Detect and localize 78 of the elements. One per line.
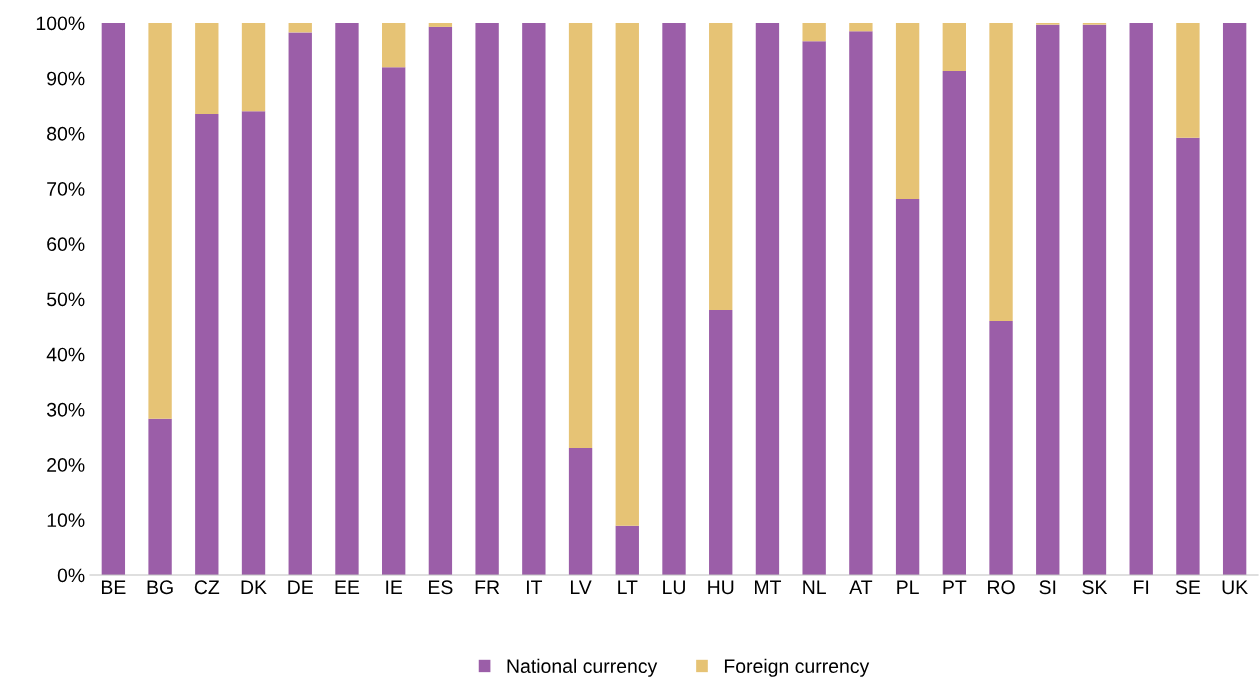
y-tick-label: 10% <box>47 513 85 528</box>
bar <box>148 23 172 419</box>
y-tick-label: 30% <box>46 402 85 417</box>
y-tick-label: 60% <box>47 237 85 252</box>
x-tick-label: SE <box>1175 580 1201 595</box>
bar <box>522 23 546 575</box>
bar <box>382 23 406 68</box>
bar <box>475 23 499 575</box>
y-tick-label: 70% <box>47 182 85 196</box>
x-tick-label: BG <box>147 580 173 595</box>
bar <box>709 310 733 575</box>
y-tick-label: 100% <box>36 16 85 31</box>
y-tick-label: 80% <box>47 126 85 141</box>
x-tick-label: MT <box>755 580 782 594</box>
bar <box>849 23 873 32</box>
x-tick-label: IE <box>386 580 403 594</box>
x-tick-label: FR <box>475 580 500 594</box>
bar <box>288 23 312 33</box>
x-tick-label: SK <box>1082 580 1108 595</box>
x-tick-label: DE <box>288 580 313 594</box>
bar <box>942 23 966 72</box>
bar <box>802 23 826 42</box>
x-tick-label: NL <box>803 580 826 594</box>
bar <box>1129 23 1153 575</box>
bar <box>148 418 172 575</box>
bar <box>1176 23 1200 138</box>
bar <box>101 23 126 575</box>
bar <box>895 199 920 575</box>
y-tick-label: 90% <box>47 71 85 86</box>
bar <box>755 23 780 575</box>
bar <box>195 23 219 115</box>
bar <box>195 114 219 575</box>
x-tick-label: RO <box>988 580 1015 595</box>
legend-label: Foreign currency <box>724 658 870 677</box>
bar <box>802 41 826 575</box>
x-tick-label: UK <box>1222 580 1248 595</box>
bar <box>568 23 593 449</box>
x-tick-label: AT <box>849 580 873 594</box>
bar <box>1176 137 1200 575</box>
bar <box>615 23 639 526</box>
bar <box>428 23 453 27</box>
bar <box>942 71 966 575</box>
y-tick-label: 50% <box>47 292 85 307</box>
bar <box>989 23 1013 322</box>
bar <box>615 525 639 575</box>
bar <box>288 32 312 575</box>
x-tick-label: LV <box>570 580 592 594</box>
x-tick-label: DK <box>241 580 267 594</box>
bar <box>895 23 920 200</box>
bar <box>1082 24 1107 575</box>
x-tick-label: SI <box>1039 580 1056 595</box>
x-tick-label: LU <box>663 580 685 595</box>
x-tick-label: BE <box>101 580 126 594</box>
x-tick-label: CZ <box>194 580 220 595</box>
x-tick-label: HU <box>708 580 734 595</box>
x-tick-label: PL <box>897 580 919 594</box>
bar <box>568 448 593 575</box>
y-tick-label: 40% <box>46 347 85 362</box>
bar <box>849 31 873 575</box>
bar <box>241 23 266 112</box>
bar <box>662 23 686 575</box>
bar <box>989 321 1013 575</box>
y-tick-label: 20% <box>47 458 85 472</box>
bar <box>1036 24 1060 575</box>
x-tick-label: LT <box>618 580 638 594</box>
bar <box>709 23 733 311</box>
bar <box>382 67 406 575</box>
x-tick-label: PT <box>943 580 967 594</box>
y-tick-label: 0% <box>57 568 85 583</box>
bar <box>428 26 453 575</box>
bar <box>335 23 359 575</box>
bar <box>1222 23 1247 575</box>
bar <box>241 111 266 575</box>
x-tick-label: EE <box>335 580 360 594</box>
x-tick-label: ES <box>429 580 453 595</box>
x-tick-label: FI <box>1134 580 1149 594</box>
x-tick-label: IT <box>527 580 543 594</box>
legend-label: National currency <box>507 658 658 677</box>
